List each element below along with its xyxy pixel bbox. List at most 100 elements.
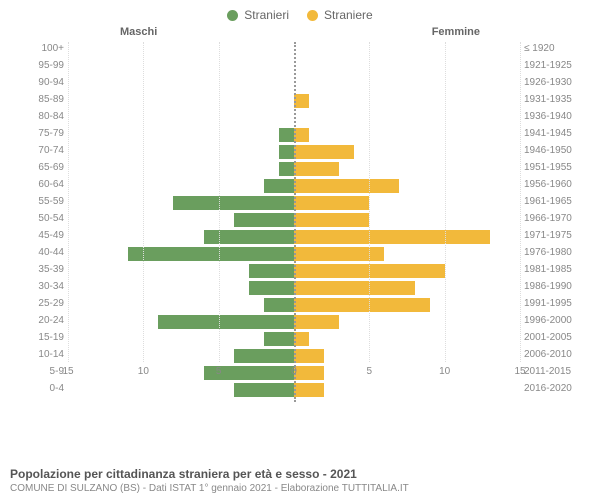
bar-male: [279, 162, 294, 176]
caption-title: Popolazione per cittadinanza straniera p…: [10, 467, 590, 481]
age-label: 55-59: [14, 196, 64, 207]
birth-year-label: 1941-1945: [524, 128, 590, 139]
age-label: 65-69: [14, 162, 64, 173]
gridline: [219, 42, 220, 362]
birth-year-label: 1986-1990: [524, 281, 590, 292]
center-axis-line: [294, 42, 296, 402]
bar-female: [294, 145, 354, 159]
age-label: 40-44: [14, 247, 64, 258]
legend-label-male: Stranieri: [244, 8, 289, 22]
legend: Stranieri Straniere: [0, 0, 600, 26]
birth-year-label: 1961-1965: [524, 196, 590, 207]
x-tick-label: 15: [514, 366, 525, 377]
birth-year-label: 1956-1960: [524, 179, 590, 190]
birth-year-label: 2011-2015: [524, 366, 590, 377]
age-label: 90-94: [14, 77, 64, 88]
bar-female: [294, 349, 324, 363]
bar-female: [294, 383, 324, 397]
age-label: 0-4: [14, 383, 64, 394]
age-label: 15-19: [14, 332, 64, 343]
birth-year-label: 2016-2020: [524, 383, 590, 394]
bar-female: [294, 213, 369, 227]
caption-subtitle: COMUNE DI SULZANO (BS) - Dati ISTAT 1° g…: [10, 483, 590, 494]
age-label: 10-14: [14, 349, 64, 360]
bar-male: [264, 179, 294, 193]
x-tick-label: 10: [439, 366, 450, 377]
age-label: 80-84: [14, 111, 64, 122]
birth-year-label: 1951-1955: [524, 162, 590, 173]
age-label: 95-99: [14, 60, 64, 71]
legend-item-male: Stranieri: [227, 8, 289, 22]
birth-year-label: 1936-1940: [524, 111, 590, 122]
x-tick-label: 10: [138, 366, 149, 377]
swatch-female: [307, 10, 318, 21]
bar-male: [264, 332, 294, 346]
gridline: [143, 42, 144, 362]
age-label: 45-49: [14, 230, 64, 241]
birth-year-label: 1931-1935: [524, 94, 590, 105]
age-label: 20-24: [14, 315, 64, 326]
bar-female: [294, 230, 490, 244]
age-label: 5-9: [14, 366, 64, 377]
birth-year-label: 1991-1995: [524, 298, 590, 309]
birth-year-label: 1946-1950: [524, 145, 590, 156]
x-tick-label: 0: [291, 366, 297, 377]
birth-year-label: 1926-1930: [524, 77, 590, 88]
gridline: [445, 42, 446, 362]
birth-year-label: 1971-1975: [524, 230, 590, 241]
age-label: 25-29: [14, 298, 64, 309]
birth-year-label: 1996-2000: [524, 315, 590, 326]
bar-female: [294, 196, 369, 210]
bar-male: [158, 315, 294, 329]
bar-female: [294, 298, 430, 312]
birth-year-label: 2006-2010: [524, 349, 590, 360]
bar-male: [128, 247, 294, 261]
swatch-male: [227, 10, 238, 21]
birth-year-label: 2001-2005: [524, 332, 590, 343]
bar-male: [234, 349, 294, 363]
bar-female: [294, 128, 309, 142]
bar-male: [249, 264, 294, 278]
caption: Popolazione per cittadinanza straniera p…: [10, 467, 590, 494]
birth-year-label: 1981-1985: [524, 264, 590, 275]
bar-male: [173, 196, 294, 210]
birth-year-label: 1921-1925: [524, 60, 590, 71]
legend-label-female: Straniere: [324, 8, 373, 22]
col-header-male: Maschi: [120, 26, 157, 38]
bar-male: [234, 213, 294, 227]
bar-female: [294, 281, 415, 295]
bar-female: [294, 179, 399, 193]
bar-male: [279, 128, 294, 142]
plot: 100+≤ 192095-991921-192590-941926-193085…: [68, 42, 520, 402]
birth-year-label: ≤ 1920: [524, 43, 590, 54]
chart-area: 100+≤ 192095-991921-192590-941926-193085…: [8, 42, 592, 442]
bar-male: [234, 383, 294, 397]
birth-year-label: 1966-1970: [524, 213, 590, 224]
col-header-female: Femmine: [432, 26, 480, 38]
age-label: 30-34: [14, 281, 64, 292]
birth-year-label: 1976-1980: [524, 247, 590, 258]
bar-male: [264, 298, 294, 312]
bar-male: [279, 145, 294, 159]
bar-female: [294, 94, 309, 108]
x-tick-label: 5: [367, 366, 373, 377]
gridline: [520, 42, 521, 362]
gridline: [68, 42, 69, 362]
age-label: 60-64: [14, 179, 64, 190]
column-headers: Maschi Femmine: [0, 26, 600, 42]
bar-male: [204, 230, 294, 244]
bar-female: [294, 162, 339, 176]
age-label: 70-74: [14, 145, 64, 156]
x-axis: 15105051015: [68, 366, 520, 382]
x-tick-label: 5: [216, 366, 222, 377]
age-label: 35-39: [14, 264, 64, 275]
age-label: 75-79: [14, 128, 64, 139]
bar-female: [294, 332, 309, 346]
age-label: 50-54: [14, 213, 64, 224]
bar-female: [294, 315, 339, 329]
legend-item-female: Straniere: [307, 8, 373, 22]
bar-female: [294, 247, 384, 261]
x-tick-label: 15: [62, 366, 73, 377]
bar-male: [249, 281, 294, 295]
age-label: 85-89: [14, 94, 64, 105]
